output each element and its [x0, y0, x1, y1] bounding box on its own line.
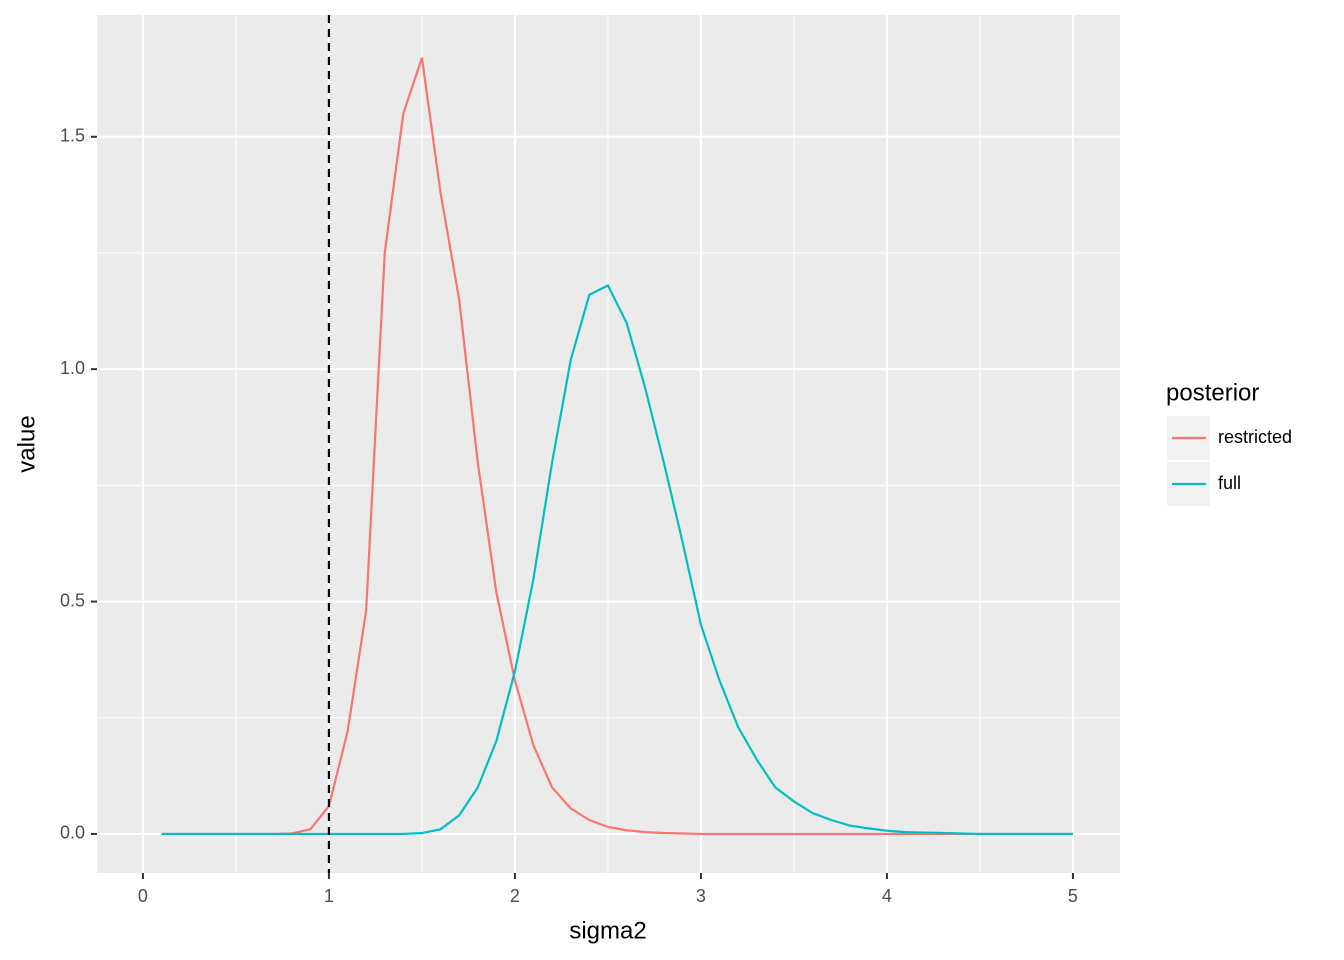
x-tick-label: 2	[510, 886, 520, 906]
panel	[97, 15, 1120, 873]
y-tick-label: 1.0	[60, 358, 85, 378]
y-axis-title: value	[13, 415, 40, 472]
legend-label: full	[1218, 473, 1241, 493]
x-tick-label: 0	[138, 886, 148, 906]
legend: restricted full	[1167, 416, 1292, 506]
x-tick-label: 3	[696, 886, 706, 906]
x-axis-title: sigma2	[569, 917, 646, 944]
x-tick-label: 1	[324, 886, 334, 906]
grid	[97, 15, 1120, 873]
x-tick-label: 4	[882, 886, 892, 906]
legend-title: posterior	[1166, 379, 1259, 406]
x-tick-label: 5	[1068, 886, 1078, 906]
y-tick-label: 0.5	[60, 590, 85, 610]
series-line	[161, 57, 1073, 836]
marks	[161, 15, 1073, 873]
y-tick-label: 0.0	[60, 823, 85, 843]
y-tick-label: 1.5	[60, 126, 85, 146]
legend-label: restricted	[1218, 427, 1292, 447]
series-line	[161, 284, 1073, 836]
